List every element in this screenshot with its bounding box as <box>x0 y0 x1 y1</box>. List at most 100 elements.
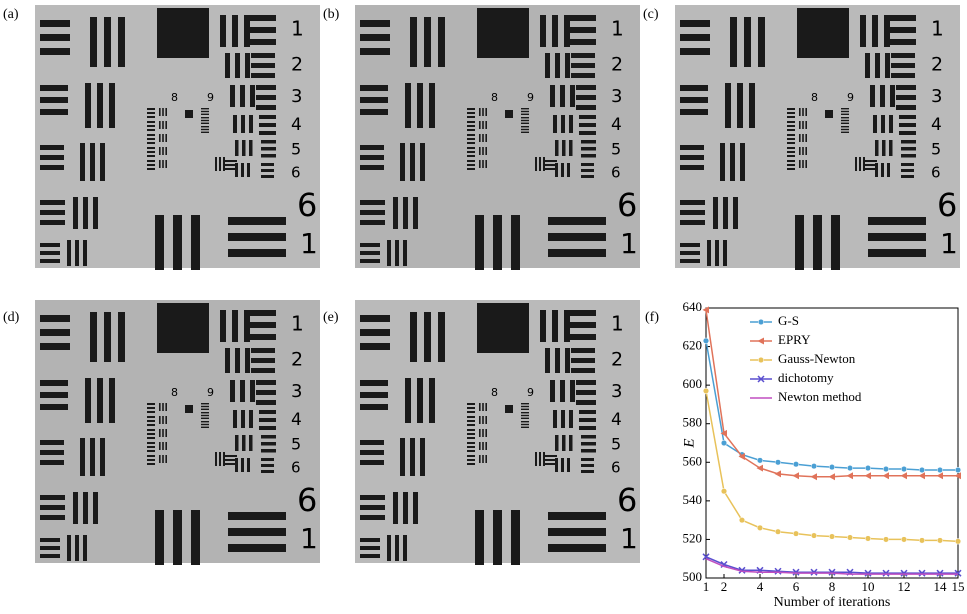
target-bar <box>482 121 484 129</box>
target-bar <box>410 312 417 362</box>
target-bar <box>251 348 275 353</box>
target-bar <box>841 117 849 119</box>
target-bar <box>147 112 155 114</box>
marker <box>720 488 728 495</box>
target-bar <box>201 131 209 133</box>
target-square <box>505 405 513 413</box>
target-bar <box>831 215 840 270</box>
target-bar <box>40 392 68 398</box>
target-bar <box>165 121 167 129</box>
target-bar <box>40 251 60 255</box>
target-bar <box>405 83 411 128</box>
target-bar <box>680 97 708 103</box>
target-bar <box>886 39 916 45</box>
target-bar <box>413 197 418 229</box>
target-bar <box>387 240 391 266</box>
target-bar <box>83 197 88 229</box>
target-bar <box>420 438 425 476</box>
y-tick-label: 620 <box>683 338 703 353</box>
target-bar <box>201 108 209 110</box>
target-bar <box>360 392 388 398</box>
target-bar <box>40 20 70 27</box>
target-bar <box>535 157 537 171</box>
target-bar <box>799 160 801 168</box>
marker <box>846 472 853 480</box>
target-bar <box>899 131 916 135</box>
target-bar <box>162 134 164 142</box>
panel-label: (a) <box>3 7 19 22</box>
target-bar <box>155 510 164 565</box>
target-bar <box>467 411 475 413</box>
marker <box>774 567 782 575</box>
target-bar <box>250 380 255 402</box>
target-bar <box>545 348 550 373</box>
target-bar <box>40 505 65 510</box>
target-bar <box>261 458 274 461</box>
target-bar <box>553 115 557 133</box>
target-bar <box>805 147 807 155</box>
target-square <box>477 303 529 353</box>
target-bar <box>360 200 385 205</box>
target-bar <box>90 17 97 67</box>
target-bar <box>360 505 385 510</box>
marker <box>900 465 908 473</box>
marker <box>756 464 763 472</box>
target-square <box>185 110 193 118</box>
target-bar <box>438 312 445 362</box>
target-bar <box>261 470 274 473</box>
marker <box>882 465 890 473</box>
target-number: 5 <box>931 140 941 159</box>
target-bar <box>215 157 217 171</box>
target-bar <box>40 343 70 350</box>
target-bar <box>873 115 877 133</box>
target-bar <box>467 155 475 157</box>
target-bar <box>841 110 849 113</box>
marker <box>918 537 926 544</box>
target-bar <box>713 197 718 229</box>
target-bar <box>201 405 209 408</box>
marker <box>936 472 943 480</box>
target-bar <box>571 348 595 353</box>
target-bar <box>521 417 529 419</box>
target-bar <box>360 251 380 255</box>
target-bar <box>249 140 253 156</box>
target-bar <box>360 460 384 465</box>
target-bar <box>40 210 65 215</box>
target-bar <box>548 233 606 241</box>
target-number: 8 <box>171 91 178 104</box>
target-bar <box>569 115 573 133</box>
target-bar <box>162 442 164 450</box>
target-bar <box>885 53 890 78</box>
target-bar <box>479 147 481 155</box>
target-bar <box>147 442 155 444</box>
target-bar <box>565 348 570 373</box>
target-bar <box>147 424 155 426</box>
target-number: 4 <box>291 410 302 430</box>
target-bar <box>566 322 596 328</box>
target-bar <box>247 458 250 472</box>
target-number: 6 <box>297 481 317 519</box>
target-bar <box>360 450 384 455</box>
target-bar <box>85 378 91 423</box>
target-bar <box>901 169 914 172</box>
marker <box>918 569 926 577</box>
target-bar <box>787 121 795 123</box>
target-bar <box>201 128 209 131</box>
legend-label: EPRY <box>778 332 811 347</box>
target-bar <box>256 380 276 385</box>
target-bar <box>562 140 566 156</box>
legend-marker <box>757 337 764 345</box>
target-bar <box>256 400 276 405</box>
target-bar <box>395 535 399 561</box>
marker <box>846 534 854 541</box>
target-number: 1 <box>940 227 958 260</box>
target-bar <box>548 249 606 257</box>
target-bar <box>723 240 727 266</box>
target-bar <box>40 243 60 247</box>
y-tick-label: 580 <box>683 415 703 430</box>
target-bar <box>360 145 384 150</box>
panel-label: (e) <box>323 310 339 325</box>
target-number: 1 <box>611 17 624 41</box>
